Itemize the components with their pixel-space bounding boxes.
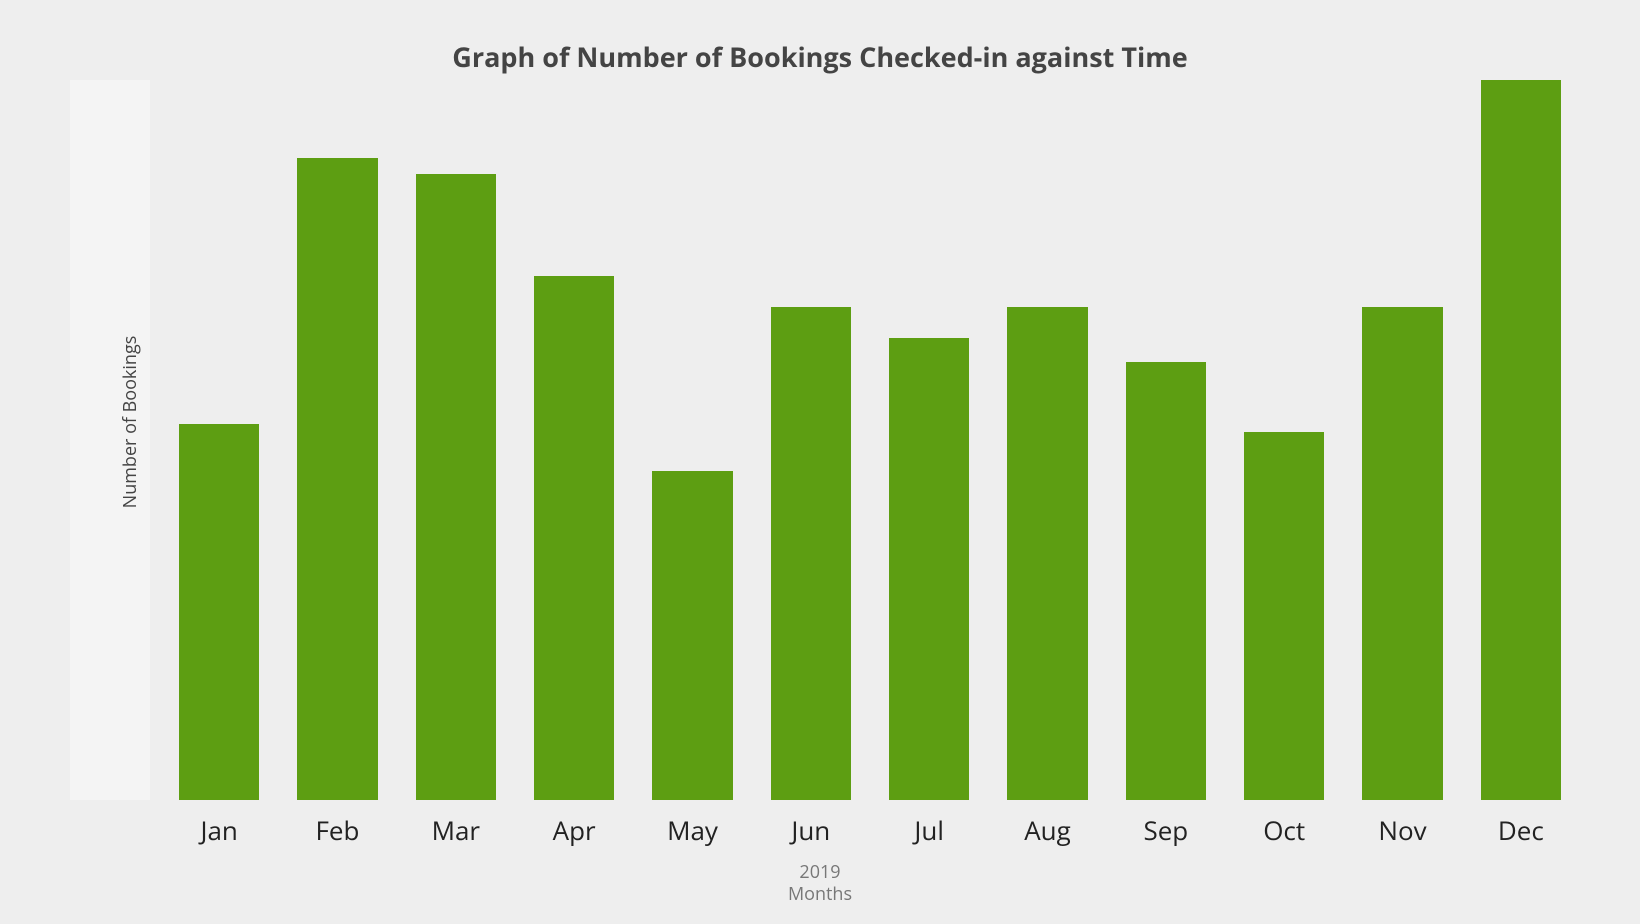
x-tick-aug: Aug [988, 812, 1106, 848]
bar-sep [1126, 362, 1206, 800]
bar-jul [889, 338, 969, 800]
x-tick-dec: Dec [1462, 812, 1580, 848]
x-tick-nov: Nov [1343, 812, 1461, 848]
bar-apr [534, 276, 614, 800]
bar-dec [1481, 80, 1561, 800]
bar-jan [179, 424, 259, 800]
x-tick-feb: Feb [278, 812, 396, 848]
x-tick-mar: Mar [397, 812, 515, 848]
y-axis-label: Number of Bookings [118, 272, 142, 572]
x-tick-apr: Apr [515, 812, 633, 848]
x-axis-sublabel-year: 2019 [0, 860, 1640, 884]
x-tick-jul: Jul [870, 812, 988, 848]
bar-aug [1007, 307, 1087, 800]
bars-area [160, 80, 1580, 800]
x-tick-oct: Oct [1225, 812, 1343, 848]
x-tick-jun: Jun [752, 812, 870, 848]
bar-jun [771, 307, 851, 800]
chart-title: Graph of Number of Bookings Checked-in a… [0, 38, 1640, 75]
bar-may [652, 471, 732, 800]
x-tick-sep: Sep [1107, 812, 1225, 848]
x-tick-may: May [633, 812, 751, 848]
bar-nov [1362, 307, 1442, 800]
bar-oct [1244, 432, 1324, 800]
x-axis-sublabel-months: Months [0, 882, 1640, 906]
x-tick-jan: Jan [160, 812, 278, 848]
bar-mar [416, 174, 496, 800]
bookings-bar-chart: Graph of Number of Bookings Checked-in a… [0, 0, 1640, 924]
bar-feb [297, 158, 377, 800]
